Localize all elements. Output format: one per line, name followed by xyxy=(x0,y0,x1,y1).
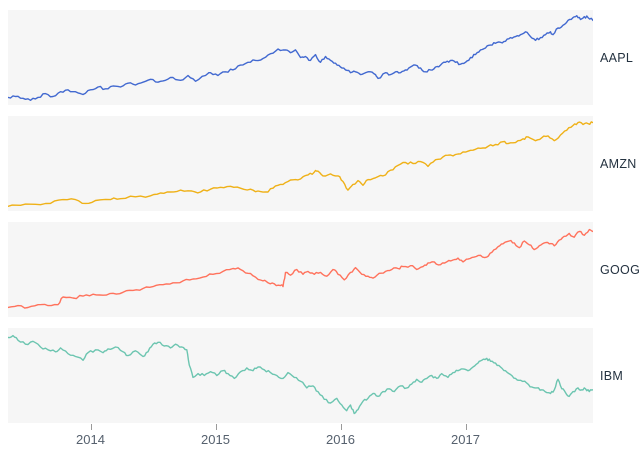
facet-panel-aapl xyxy=(8,10,593,105)
goog-line xyxy=(8,228,593,309)
x-axis-tick-label-2017: 2017 xyxy=(451,432,480,447)
x-axis-tick-2014 xyxy=(90,424,92,430)
facet-label-aapl: AAPL xyxy=(600,51,634,65)
facet-label-ibm: IBM xyxy=(600,369,624,383)
x-axis-tick-label-2016: 2016 xyxy=(326,432,355,447)
x-axis-tick-2017 xyxy=(465,424,467,430)
facet-label-amzn: AMZN xyxy=(600,157,637,171)
x-axis-tick-2015 xyxy=(215,424,217,430)
aapl-line xyxy=(8,14,593,102)
x-axis-tick-label-2014: 2014 xyxy=(76,432,105,447)
ibm-line xyxy=(8,334,593,415)
facet-panel-amzn xyxy=(8,116,593,211)
x-axis-tick-2016 xyxy=(340,424,342,430)
facet-panel-goog xyxy=(8,222,593,317)
facet-label-goog: GOOG xyxy=(600,263,640,277)
x-axis-tick-label-2015: 2015 xyxy=(201,432,230,447)
amzn-line xyxy=(8,121,593,208)
facet-panel-ibm xyxy=(8,328,593,423)
